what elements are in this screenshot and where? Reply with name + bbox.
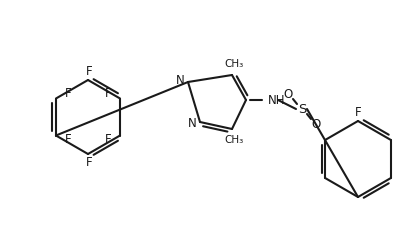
Text: F: F: [354, 105, 361, 119]
Text: F: F: [65, 87, 71, 100]
Text: S: S: [298, 103, 306, 116]
Text: O: O: [283, 87, 293, 101]
Text: F: F: [65, 133, 71, 146]
Text: F: F: [86, 64, 92, 78]
Text: F: F: [86, 157, 92, 169]
Text: NH: NH: [268, 94, 285, 106]
Text: N: N: [176, 74, 184, 86]
Text: O: O: [311, 118, 321, 130]
Text: F: F: [105, 87, 112, 100]
Text: N: N: [188, 117, 196, 129]
Text: CH₃: CH₃: [224, 59, 244, 69]
Text: CH₃: CH₃: [224, 135, 244, 145]
Text: F: F: [105, 133, 112, 146]
